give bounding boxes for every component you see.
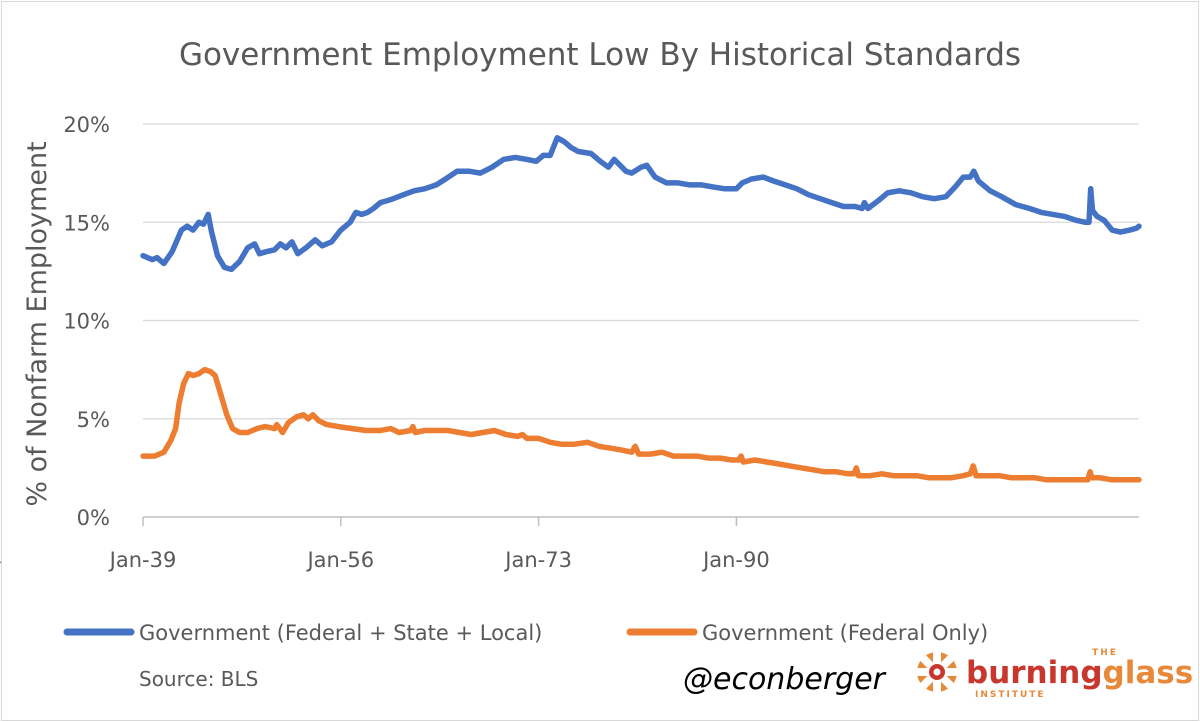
y-tick-label: 5% (77, 408, 110, 432)
logo-wordmark: burningglass (966, 655, 1193, 691)
legend: Government (Federal + State + Local) Gov… (63, 621, 988, 645)
logo-word-burning: burning (966, 655, 1103, 691)
x-tick-label: Jan-73 (503, 548, 572, 572)
legend-label-total: Government (Federal + State + Local) (139, 621, 542, 645)
logo-the-text: THE (1092, 648, 1118, 658)
source-note: Source: BLS (139, 667, 258, 691)
logo-institute-text: INSTITUTE (975, 690, 1046, 700)
author-handle: @econberger (683, 662, 887, 697)
chart-title: Government Employment Low By Historical … (179, 37, 1021, 73)
y-tick-label: 0% (77, 506, 110, 530)
series-line-federal-government (140, 366, 1142, 483)
y-tick-label: 20% (63, 113, 110, 137)
x-tick-label: Jan-56 (305, 548, 374, 572)
x-tick-label: Jan-90 (701, 548, 770, 572)
burning-glass-logo: THE burningglass INSTITUTE (917, 648, 1193, 700)
y-axis-ticks: 0% 5% 10% 15% 20% (63, 113, 110, 530)
data-lines (140, 135, 1142, 483)
logo-word-glass: glass (1103, 655, 1194, 691)
y-tick-label: 15% (63, 211, 110, 235)
y-tick-label: 10% (63, 310, 110, 334)
x-tick-label: Jan-24 (0, 548, 2, 572)
series-line-total-government (140, 135, 1142, 273)
y-axis-label: % of Nonfarm Employment (22, 141, 53, 506)
logo-mark-icon (917, 652, 957, 692)
x-tick-label: Jan-39 (108, 548, 177, 572)
legend-label-federal: Government (Federal Only) (702, 621, 988, 645)
